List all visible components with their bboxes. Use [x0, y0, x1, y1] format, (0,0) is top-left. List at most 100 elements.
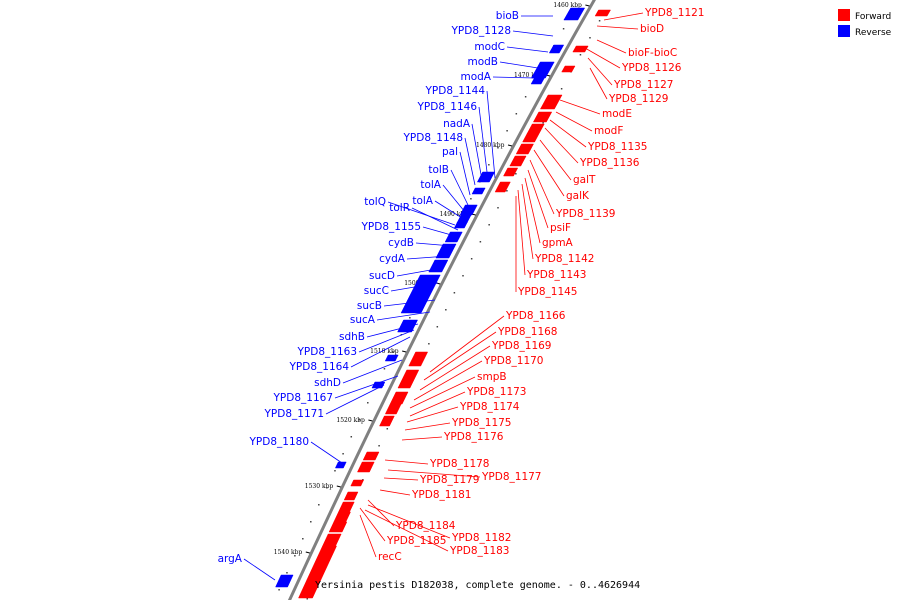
reverse-gene: [471, 187, 486, 195]
forward-gene: [526, 123, 545, 135]
leader-line: [359, 507, 386, 542]
forward-gene: [379, 415, 395, 427]
leader-line: [383, 299, 436, 307]
leader-line: [350, 336, 411, 368]
forward-gene: [522, 133, 540, 143]
leader-line: [387, 469, 481, 478]
reverse-gene-label: tolA: [412, 195, 433, 207]
minor-tick: [302, 538, 304, 540]
reverse-gene-label: tolA: [420, 179, 441, 191]
minor-tick: [560, 88, 563, 90]
forward-gene-label: YPD8_1143: [526, 269, 586, 281]
minor-tick: [497, 147, 499, 149]
leader-line: [529, 159, 555, 215]
tick-mark: [336, 485, 341, 488]
forward-gene-label: YPD8_1129: [608, 93, 668, 105]
forward-gene: [322, 533, 342, 547]
tick-label: 1530 kbp: [305, 483, 334, 490]
minor-tick: [579, 54, 582, 56]
forward-gene-label: YPD8_1173: [466, 386, 526, 398]
leader-line: [419, 345, 491, 391]
forward-gene-label: YPD8_1176: [443, 431, 504, 443]
minor-tick: [470, 198, 472, 200]
forward-gene: [539, 94, 563, 110]
leader-line: [450, 169, 469, 206]
tick-mark: [368, 419, 373, 422]
forward-gene-label: modE: [602, 108, 632, 120]
forward-gene: [298, 579, 322, 599]
forward-gene-label: YPD8_1135: [587, 141, 647, 153]
leader-line: [383, 477, 419, 481]
leader-line: [589, 67, 608, 100]
forward-gene-label: YPD8_1166: [505, 310, 566, 322]
reverse-gene: [459, 204, 478, 216]
reverse-gene-label: sdhB: [339, 331, 365, 343]
reverse-gene-label: YPD8_1146: [417, 101, 478, 113]
forward-gene-label: YPD8_1182: [451, 532, 511, 544]
reverse-gene-label: nadA: [443, 118, 471, 130]
reverse-gene-label: YPD8_1163: [297, 346, 357, 358]
minor-tick: [497, 207, 499, 209]
minor-tick: [445, 309, 447, 311]
reverse-gene-label: YPD8_1148: [403, 132, 463, 144]
forward-gene-label: YPD8_1185: [386, 535, 446, 547]
leader-line: [533, 149, 565, 197]
forward-gene-label: recC: [378, 551, 402, 563]
leader-line: [492, 76, 536, 79]
forward-gene-label: YPD8_1145: [517, 286, 577, 298]
forward-gene: [384, 403, 402, 415]
leader-line: [486, 90, 496, 179]
minor-tick: [436, 326, 439, 328]
minor-tick: [392, 351, 394, 353]
minor-tick: [462, 275, 464, 277]
forward-gene-label: YPD8_1174: [459, 401, 520, 413]
forward-gene: [343, 491, 359, 501]
leader-line: [464, 137, 476, 186]
forward-gene-label: YPD8_1175: [451, 417, 511, 429]
minor-tick: [294, 555, 296, 557]
leader-line: [401, 436, 443, 441]
forward-gene-label: YPD8_1126: [621, 62, 682, 74]
forward-gene-label: gpmA: [542, 237, 574, 249]
minor-tick: [515, 113, 518, 115]
legend-label-forward: Forward: [855, 12, 891, 22]
legend: Forward Reverse: [838, 9, 892, 38]
leader-line: [512, 30, 554, 37]
forward-gene: [338, 501, 355, 513]
leader-line: [409, 376, 476, 409]
leader-line: [559, 99, 601, 115]
leader-line: [364, 509, 449, 552]
minor-tick: [598, 20, 601, 22]
reverse-gene: [548, 44, 565, 54]
legend-swatch-reverse: [838, 25, 850, 37]
leader-line: [413, 360, 483, 401]
leader-line: [406, 406, 459, 423]
leader-line: [310, 441, 346, 466]
minor-tick: [378, 445, 380, 447]
leader-line: [404, 422, 451, 431]
leader-line: [603, 12, 644, 21]
minor-tick: [358, 419, 361, 421]
forward-gene-label: YPD8_1184: [395, 520, 456, 532]
minor-tick: [334, 470, 336, 472]
reverse-gene-label: tolQ: [364, 196, 386, 208]
gene-labels: bioB YPD8_1128 modC modB modA YPD8_1144 YPD8_1…: [218, 7, 705, 565]
leader-line: [367, 499, 395, 527]
reverse-gene: [453, 221, 468, 229]
tick-mark: [507, 144, 513, 147]
reverse-gene-label: YPD8_1171: [264, 408, 324, 420]
gene-features: [275, 7, 611, 599]
minor-tick: [506, 190, 508, 192]
tick-label: 1540 kbp: [274, 549, 303, 556]
forward-gene-label: YPD8_1183: [449, 545, 509, 557]
forward-gene: [350, 479, 365, 487]
forward-gene-label: YPD8_1121: [644, 7, 704, 19]
forward-gene-label: YPD8_1170: [483, 355, 543, 367]
leader-line: [384, 459, 429, 465]
forward-gene-label: galT: [573, 174, 596, 186]
leader-line: [549, 119, 587, 148]
reverse-gene-label: cydA: [379, 253, 406, 265]
leader-line: [396, 267, 443, 277]
reverse-gene-label: sucC: [364, 285, 389, 297]
minor-tick: [470, 258, 473, 260]
